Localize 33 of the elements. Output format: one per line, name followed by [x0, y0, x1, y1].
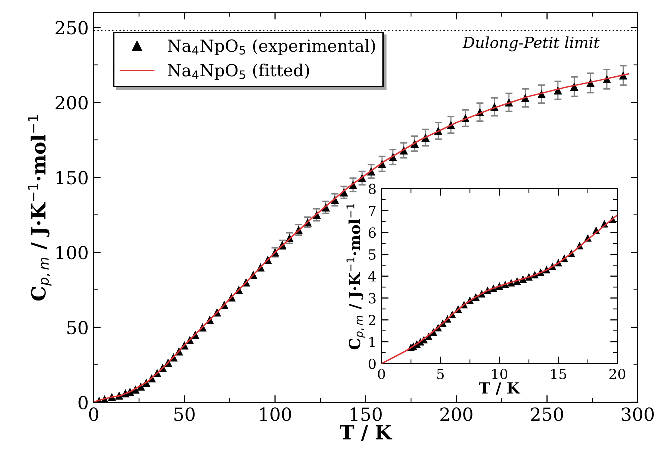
legend-label: Na$_{4}$NpO$_{5}$ (experimental): [168, 39, 376, 56]
y-tick-label: 3: [369, 293, 376, 304]
x-tick-label: 100: [260, 408, 292, 422]
x-tick-label: 20: [610, 368, 626, 380]
x-tick-label: 50: [174, 408, 195, 422]
y-tick-label: 6: [368, 228, 376, 238]
y-tick-label: 100: [56, 246, 88, 260]
y-tick-label: 200: [56, 96, 88, 110]
y-tick-label: 5: [369, 250, 376, 260]
x-tick-label: 300: [622, 408, 654, 422]
x-tick-label: 200: [440, 408, 473, 422]
y-tick-label: 7: [369, 206, 376, 216]
y-tick-label: 4: [368, 271, 376, 282]
y-tick-label: 8: [368, 184, 376, 194]
y-axis-title: C$_{p,m}$ / J·K$^{−1}$·mol$^{−1}$: [346, 204, 366, 350]
y-tick-label: 250: [56, 21, 88, 35]
x-tick-label: 15: [551, 368, 566, 380]
y-tick-label: 0: [78, 396, 88, 410]
x-tick-label: 5: [437, 369, 444, 380]
x-tick-label: 0: [378, 368, 386, 380]
y-tick-label: 150: [56, 171, 88, 185]
y-tick-label: 2: [368, 315, 376, 326]
x-tick-label: 10: [492, 368, 508, 380]
x-tick-label: 250: [531, 408, 564, 422]
x-axis-title: T / K: [479, 382, 521, 396]
ref-line-label: Dulong-Petit limit: [462, 36, 600, 52]
legend-label: Na$_{4}$NpO$_{5}$ (fitted): [168, 64, 310, 80]
y-axis-title: C$_{p,m}$ / J·K$^{−1}$·mol$^{−1}$: [28, 116, 52, 301]
y-tick-label: 50: [68, 320, 88, 335]
y-tick-label: 0: [368, 358, 376, 370]
x-tick-label: 0: [89, 408, 98, 422]
x-axis-title: T / K: [340, 425, 393, 442]
y-tick-label: 1: [370, 336, 375, 348]
